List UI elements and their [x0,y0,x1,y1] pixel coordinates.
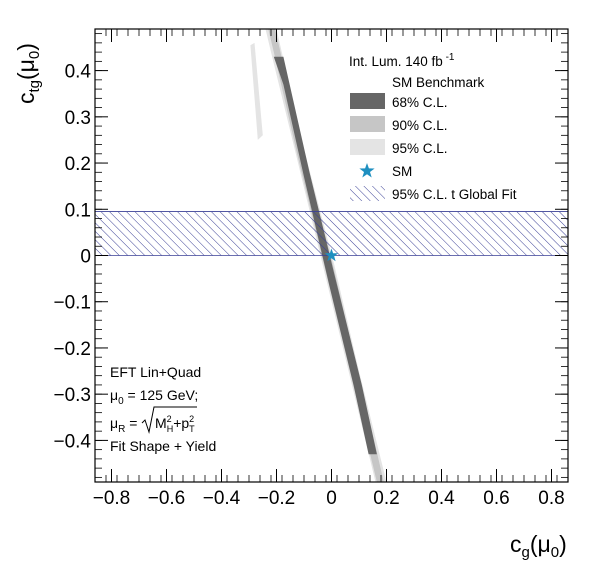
y-tick-labels: −0.4 −0.3 −0.2 −0.1 0 0.1 0.2 0.3 0.4 [53,62,91,453]
x-tick-labels: −0.8 −0.6 −0.4 −0.2 0 0.2 0.4 0.6 0.8 [93,488,565,509]
legend-title: SM Benchmark [392,75,485,90]
x-tick-label: 0.4 [428,488,455,509]
x-tick-label: −0.4 [203,488,241,509]
x-tick-label: −0.6 [148,488,186,509]
y-tick-label: 0.2 [65,154,91,175]
legend-swatch-0 [350,93,385,109]
global-fit-hatch [95,211,568,256]
x-tick-label: −0.8 [93,488,131,509]
x-tick-label: 0.8 [538,488,564,509]
legend-swatch-hatch [350,186,385,201]
annotation-fit: Fit Shape + Yield [110,438,216,454]
x-tick-label: 0 [326,488,337,509]
legend-label-4: 95% C.L. t Global Fit [392,187,517,202]
axis-ticks [94,29,569,482]
annotation: EFT Lin+Quad μ0 = 125 GeV; μR = M2 H+p2 T Fit… [110,364,216,454]
legend-swatch-2 [350,139,385,155]
x-tick-label: 0.6 [483,488,509,509]
x-axis-title: cg(μ0) [510,531,567,561]
legend-header: Int. Lum. 140 fb -1 [349,52,455,69]
annotation-sqrt-body: M2 H+p2 T [155,414,195,434]
legend-label-3: SM [392,164,412,179]
sqrt-sign [141,406,197,434]
x-tick-label: −0.2 [258,488,296,509]
y-tick-label: −0.1 [53,293,91,314]
legend: Int. Lum. 140 fb -1 SM Benchmark 68% C.L. 9… [349,52,517,202]
legend-label-1: 90% C.L. [392,118,448,133]
legend-label-0: 68% C.L. [392,95,448,110]
y-tick-label: 0.1 [65,200,91,221]
annotation-model: EFT Lin+Quad [110,364,201,380]
y-axis-title: ctg(μ0) [13,43,43,104]
legend-swatch-1 [350,116,385,132]
x-tick-label: 0.2 [373,488,399,509]
region-1 [250,42,263,140]
global-fit-band [95,211,568,256]
y-tick-label: −0.4 [53,431,91,452]
y-tick-label: 0 [80,247,91,268]
y-tick-label: −0.3 [53,385,91,406]
y-tick-label: 0.4 [65,62,92,83]
sm-point-marker [324,248,339,262]
legend-swatch-sm-star [359,163,375,178]
legend-label-2: 95% C.L. [392,141,448,156]
y-tick-label: 0.3 [65,108,91,129]
annotation-mu0: μ0 = 125 GeV; [110,387,198,407]
y-tick-label: −0.2 [53,339,91,360]
annotation-muR: μR = [110,415,137,435]
sm-marker-group [324,248,339,262]
